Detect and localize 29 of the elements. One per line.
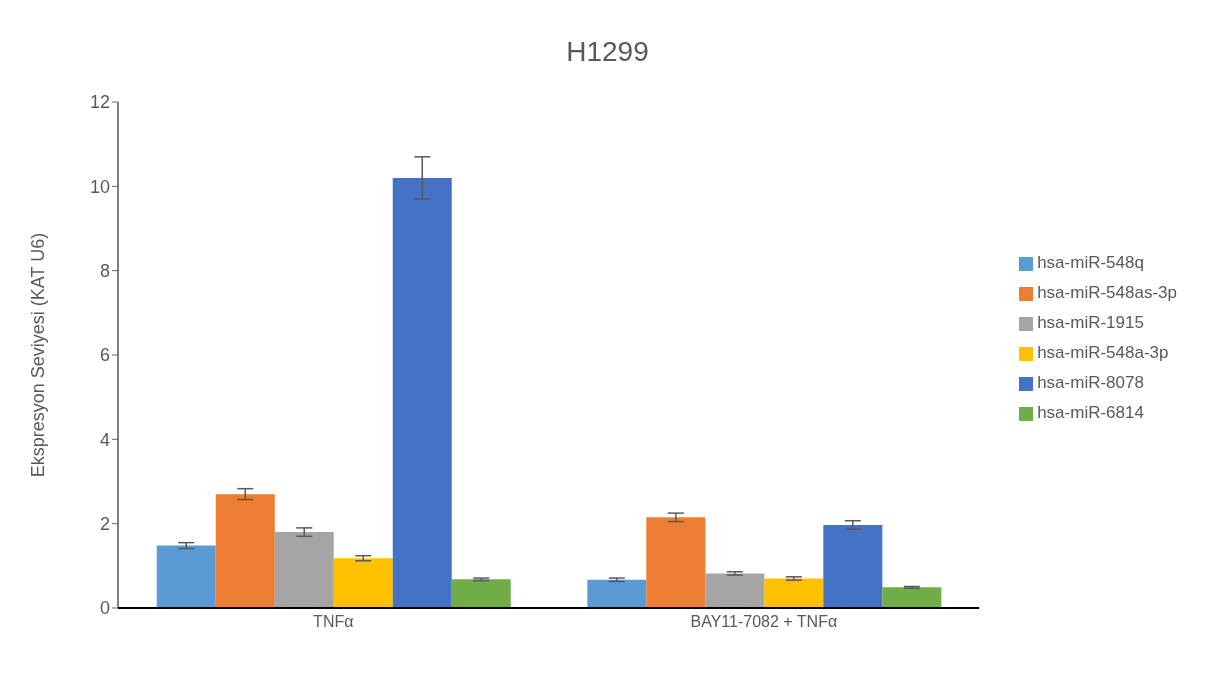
bar	[451, 579, 511, 608]
y-tick-label: 0	[99, 598, 110, 619]
bar	[392, 177, 452, 608]
bar	[156, 545, 216, 608]
y-tick-label: 8	[99, 261, 110, 282]
y-tick-label: 6	[99, 345, 110, 366]
chart-title: H1299	[565, 36, 650, 68]
legend-label: hsa-miR-8078	[1037, 373, 1144, 392]
legend-label: hsa-miR-548a-3p	[1037, 343, 1169, 362]
bar	[705, 573, 765, 608]
y-axis-title: Ekspresyon Seviyesi (KAT U6)	[28, 232, 49, 478]
bar	[646, 517, 706, 608]
bar	[823, 524, 883, 608]
y-tick-label: 4	[99, 429, 110, 450]
bar	[274, 532, 334, 608]
y-tick-label: 12	[89, 92, 110, 113]
bar	[215, 494, 275, 608]
y-tick-label: 2	[99, 514, 110, 535]
bar	[764, 578, 824, 608]
legend-label: hsa-miR-1915	[1037, 313, 1144, 332]
x-tick-label: TNFα	[313, 613, 354, 631]
legend-label: hsa-miR-548as-3p	[1037, 283, 1177, 302]
bar	[333, 558, 393, 608]
y-tick-label: 10	[89, 176, 110, 197]
legend-label: hsa-miR-548q	[1037, 253, 1144, 272]
x-tick-label: BAY11-7082 + TNFα	[690, 613, 838, 631]
bar	[882, 587, 942, 608]
bar	[587, 579, 647, 608]
legend-label: hsa-miR-6814	[1037, 403, 1144, 422]
